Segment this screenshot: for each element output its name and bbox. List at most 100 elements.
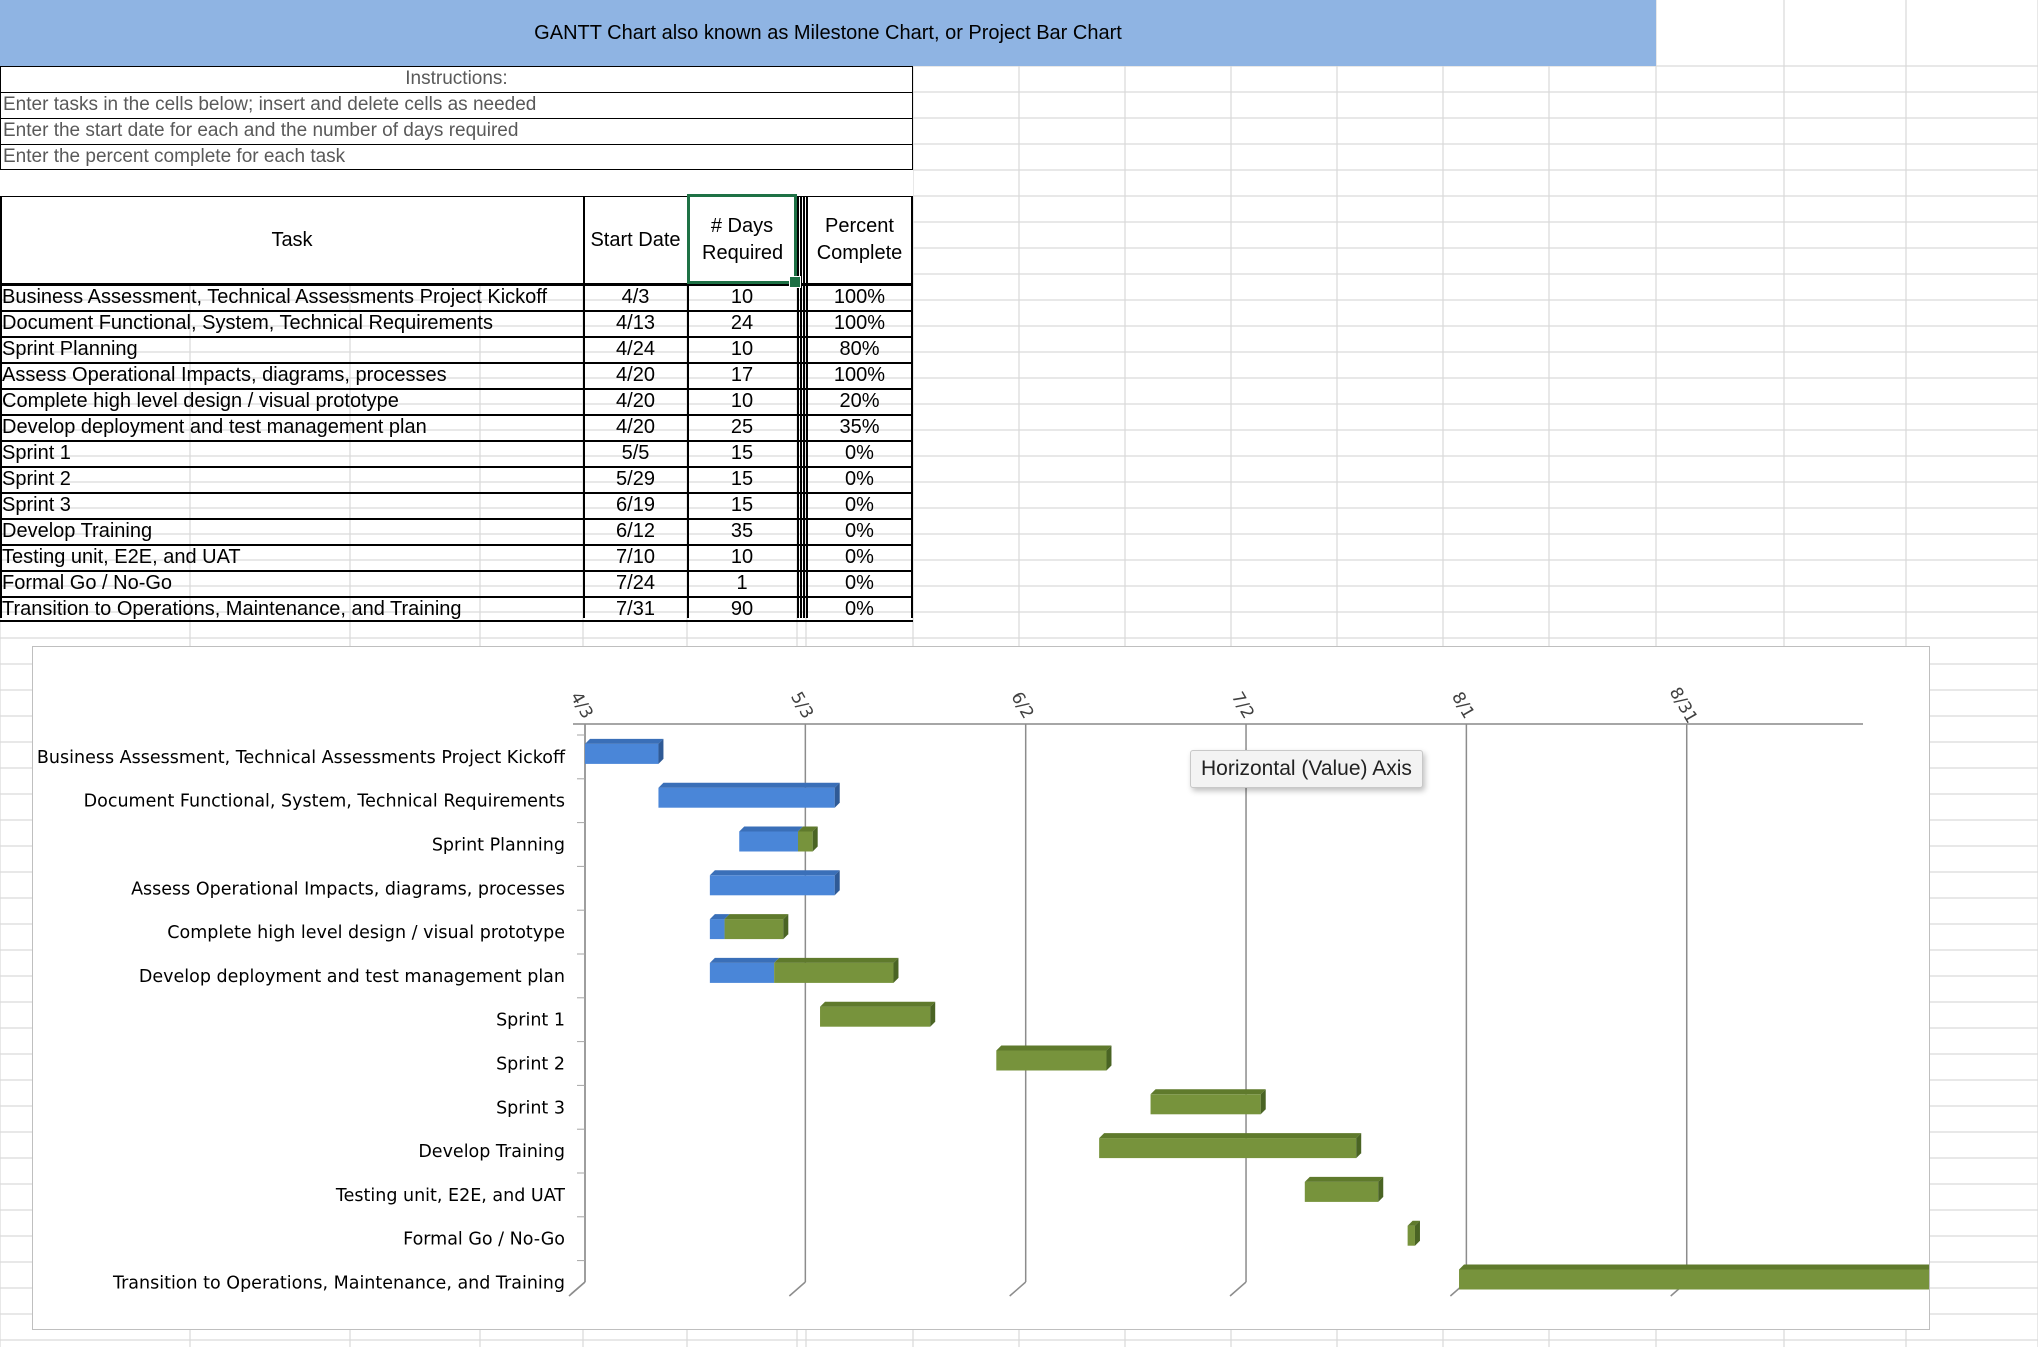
active-cell-selection[interactable] (687, 194, 797, 284)
instruction-line-3[interactable]: Enter the percent complete for each task (0, 144, 913, 170)
y-category-label[interactable]: Sprint 2 (496, 1055, 565, 1075)
task-name-cell[interactable]: Assess Operational Impacts, diagrams, pr… (2, 364, 447, 386)
percent-complete-cell[interactable]: 0% (845, 468, 874, 490)
bar-remaining[interactable] (1099, 1138, 1357, 1159)
percent-complete-cell[interactable]: 0% (845, 572, 874, 594)
days-required-cell[interactable]: 15 (730, 468, 754, 490)
y-category-label[interactable]: Complete high level design / visual prot… (167, 923, 565, 943)
percent-complete-cell[interactable]: 0% (845, 494, 874, 516)
start-date-cell[interactable]: 7/10 (616, 546, 655, 568)
header-task[interactable]: Task (0, 196, 584, 284)
instruction-line-1[interactable]: Enter tasks in the cells below; insert a… (0, 92, 913, 118)
y-category-label[interactable]: Develop Training (418, 1142, 565, 1162)
days-required-cell[interactable]: 10 (730, 338, 754, 360)
y-category-label[interactable]: Assess Operational Impacts, diagrams, pr… (131, 879, 565, 899)
task-name-cell[interactable]: Formal Go / No-Go (2, 572, 173, 594)
start-date-cell[interactable]: 4/3 (621, 286, 650, 308)
percent-complete-cell[interactable]: 100% (833, 364, 886, 386)
start-date-cell[interactable]: 6/12 (616, 520, 655, 542)
start-date-cell[interactable]: 4/24 (616, 338, 655, 360)
x-tick-label[interactable]: 8/1 (1447, 689, 1478, 723)
percent-complete-cell[interactable]: 0% (845, 520, 874, 542)
task-name-cell[interactable]: Business Assessment, Technical Assessmen… (2, 286, 548, 308)
y-category-label[interactable]: Transition to Operations, Maintenance, a… (112, 1274, 565, 1294)
bar-remaining[interactable] (724, 919, 784, 940)
start-date-cell[interactable]: 5/5 (621, 442, 650, 464)
bar-remaining[interactable] (774, 962, 894, 983)
bar-complete[interactable] (658, 787, 835, 808)
instruction-line-2[interactable]: Enter the start date for each and the nu… (0, 118, 913, 144)
bar-remaining[interactable] (996, 1050, 1107, 1071)
y-category-label[interactable]: Develop deployment and test management p… (139, 967, 565, 987)
header-days-required[interactable]: # Days Required (687, 196, 797, 284)
percent-complete-cell[interactable]: 80% (839, 338, 880, 360)
task-name-cell[interactable]: Testing unit, E2E, and UAT (2, 546, 241, 568)
days-required-cell[interactable]: 35 (730, 520, 754, 542)
fill-handle[interactable] (789, 276, 801, 288)
percent-complete-cell[interactable]: 100% (833, 286, 886, 308)
task-name-cell[interactable]: Develop deployment and test management p… (2, 416, 427, 438)
bar-remaining[interactable] (1459, 1269, 1929, 1290)
bar-remaining[interactable] (1150, 1094, 1261, 1115)
bar-complete[interactable] (585, 743, 659, 764)
days-required-cell[interactable]: 15 (730, 442, 754, 464)
bar-remaining[interactable] (1407, 1225, 1415, 1246)
bar-complete[interactable] (709, 962, 775, 983)
days-required-cell[interactable]: 15 (730, 494, 754, 516)
percent-complete-cell[interactable]: 100% (833, 312, 886, 334)
task-name-cell[interactable]: Complete high level design / visual prot… (2, 390, 399, 412)
start-date-cell[interactable]: 4/20 (616, 416, 655, 438)
y-category-label[interactable]: Sprint 3 (496, 1098, 565, 1118)
x-tick-label[interactable]: 8/31 (1665, 684, 1701, 727)
y-category-label[interactable]: Formal Go / No-Go (403, 1230, 565, 1250)
days-required-cell[interactable]: 1 (736, 572, 748, 594)
days-required-cell[interactable]: 10 (730, 286, 754, 308)
days-required-cell[interactable]: 17 (730, 364, 754, 386)
start-date-cell[interactable]: 4/20 (616, 364, 655, 386)
percent-complete-cell[interactable]: 0% (845, 546, 874, 568)
task-name-cell[interactable]: Sprint 3 (2, 494, 71, 516)
bar-complete[interactable] (739, 831, 798, 852)
bar-remaining[interactable] (820, 1006, 931, 1027)
header-start-date[interactable]: Start Date (583, 196, 688, 284)
days-required-cell[interactable]: 10 (730, 546, 754, 568)
start-date-cell[interactable]: 6/19 (616, 494, 655, 516)
start-date-cell[interactable]: 4/13 (616, 312, 655, 334)
start-date-cell[interactable]: 7/24 (616, 572, 655, 594)
header-percent-complete[interactable]: Percent Complete (806, 196, 913, 284)
days-required-cell[interactable]: 24 (730, 312, 754, 334)
y-category-label[interactable]: Document Functional, System, Technical R… (84, 792, 565, 812)
percent-complete-cell[interactable]: 0% (845, 442, 874, 464)
days-required-cell[interactable]: 10 (730, 390, 754, 412)
start-date-cell[interactable]: 5/29 (616, 468, 655, 490)
gantt-chart[interactable]: 4/3 5/3 6/2 7/2 8/1 8/31 Business Assessment, … (32, 646, 1930, 1330)
start-date-cell[interactable]: 4/20 (616, 390, 655, 412)
x-tick-label[interactable]: 5/3 (786, 689, 817, 723)
column-border (800, 196, 802, 618)
percent-complete-cell[interactable]: 0% (845, 598, 874, 620)
percent-complete-cell[interactable]: 20% (839, 390, 880, 412)
bar-complete[interactable] (709, 875, 835, 896)
bar-remaining[interactable] (798, 831, 813, 852)
task-name-cell[interactable]: Sprint 2 (2, 468, 71, 490)
x-tick-label[interactable]: 7/2 (1227, 689, 1258, 723)
task-name-cell[interactable]: Sprint Planning (2, 338, 138, 360)
task-name-cell[interactable]: Document Functional, System, Technical R… (2, 312, 493, 334)
instructions-heading[interactable]: Instructions: (0, 66, 913, 92)
task-name-cell[interactable]: Develop Training (2, 520, 153, 542)
y-category-label[interactable]: Testing unit, E2E, and UAT (335, 1186, 565, 1206)
task-name-cell[interactable]: Transition to Operations, Maintenance, a… (2, 598, 462, 620)
sheet-title[interactable]: GANTT Chart also known as Milestone Char… (0, 0, 1656, 66)
task-name-cell[interactable]: Sprint 1 (2, 442, 71, 464)
x-tick-label[interactable]: 4/3 (566, 689, 597, 723)
bar-remaining[interactable] (1304, 1181, 1379, 1202)
y-category-label[interactable]: Business Assessment, Technical Assessmen… (37, 748, 566, 768)
y-category-label[interactable]: Sprint 1 (496, 1011, 565, 1031)
bar-complete[interactable] (709, 919, 725, 940)
percent-complete-cell[interactable]: 35% (839, 416, 880, 438)
x-tick-label[interactable]: 6/2 (1007, 689, 1038, 723)
days-required-cell[interactable]: 90 (730, 598, 754, 620)
y-category-label[interactable]: Sprint Planning (432, 836, 565, 856)
start-date-cell[interactable]: 7/31 (616, 598, 655, 620)
days-required-cell[interactable]: 25 (730, 416, 754, 438)
